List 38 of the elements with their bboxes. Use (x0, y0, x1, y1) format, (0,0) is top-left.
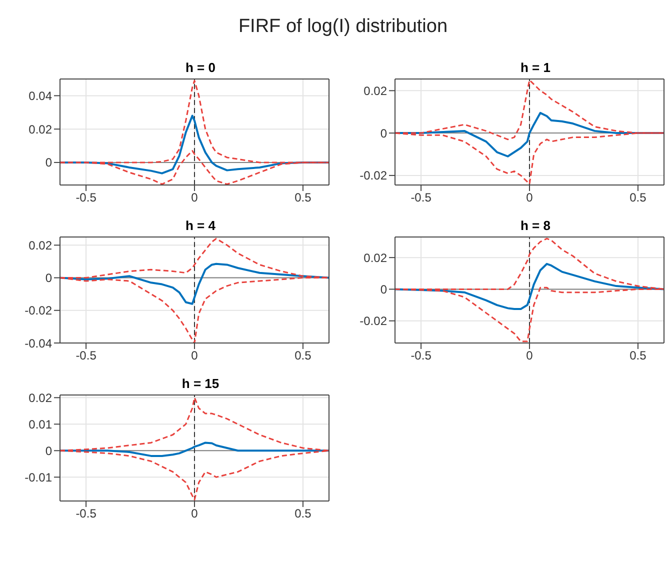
chart-title: h = 0 (184, 60, 216, 76)
y-tick-label: -0.01 (24, 470, 52, 484)
x-tick-label: 0 (191, 190, 198, 205)
text: FIRF of log(I) distribution (237, 16, 449, 38)
x-tick-label: 0.5 (630, 348, 647, 363)
x-tick-label: 0.5 (294, 348, 312, 363)
y-tick-label: 0.02 (364, 84, 388, 98)
y-tick-label: -0.02 (24, 304, 52, 318)
y-tick-label: -0.04 (24, 336, 52, 350)
y-tick-label: 0.02 (364, 250, 388, 265)
chart-title: h = 1 (520, 60, 552, 76)
x-tick-label: 0 (526, 348, 534, 363)
y-tick-label: 0 (45, 444, 52, 458)
y-tick-label: 0 (45, 156, 52, 170)
chart-title: h = 8 (520, 218, 552, 234)
y-tick-label: -0.02 (360, 168, 388, 183)
x-tick-label: 0 (526, 190, 534, 205)
y-tick-label: 0.04 (28, 88, 52, 103)
x-tick-label: 0.5 (294, 190, 312, 205)
x-tick-label: -0.5 (410, 190, 432, 205)
y-tick-label: 0 (380, 282, 388, 296)
x-tick-label: -0.5 (76, 506, 97, 521)
x-tick-label: 0.5 (630, 190, 647, 205)
chart-title: h = 15 (180, 376, 220, 392)
chart-title: h = 4 (184, 218, 216, 234)
x-tick-label: 0 (191, 506, 198, 521)
y-tick-label: 0.02 (28, 238, 52, 252)
y-tick-label: -0.02 (360, 314, 388, 328)
x-tick-label: 0 (191, 348, 198, 363)
y-tick-label: 0 (380, 126, 388, 140)
y-tick-label: 0 (45, 271, 52, 286)
x-tick-label: -0.5 (76, 190, 97, 205)
x-tick-label: -0.5 (410, 348, 432, 363)
y-tick-label: 0.02 (28, 390, 52, 405)
y-tick-label: 0.02 (28, 122, 52, 136)
y-tick-label: 0.01 (28, 417, 52, 432)
x-tick-label: 0.5 (294, 506, 312, 521)
x-tick-label: -0.5 (76, 348, 97, 363)
